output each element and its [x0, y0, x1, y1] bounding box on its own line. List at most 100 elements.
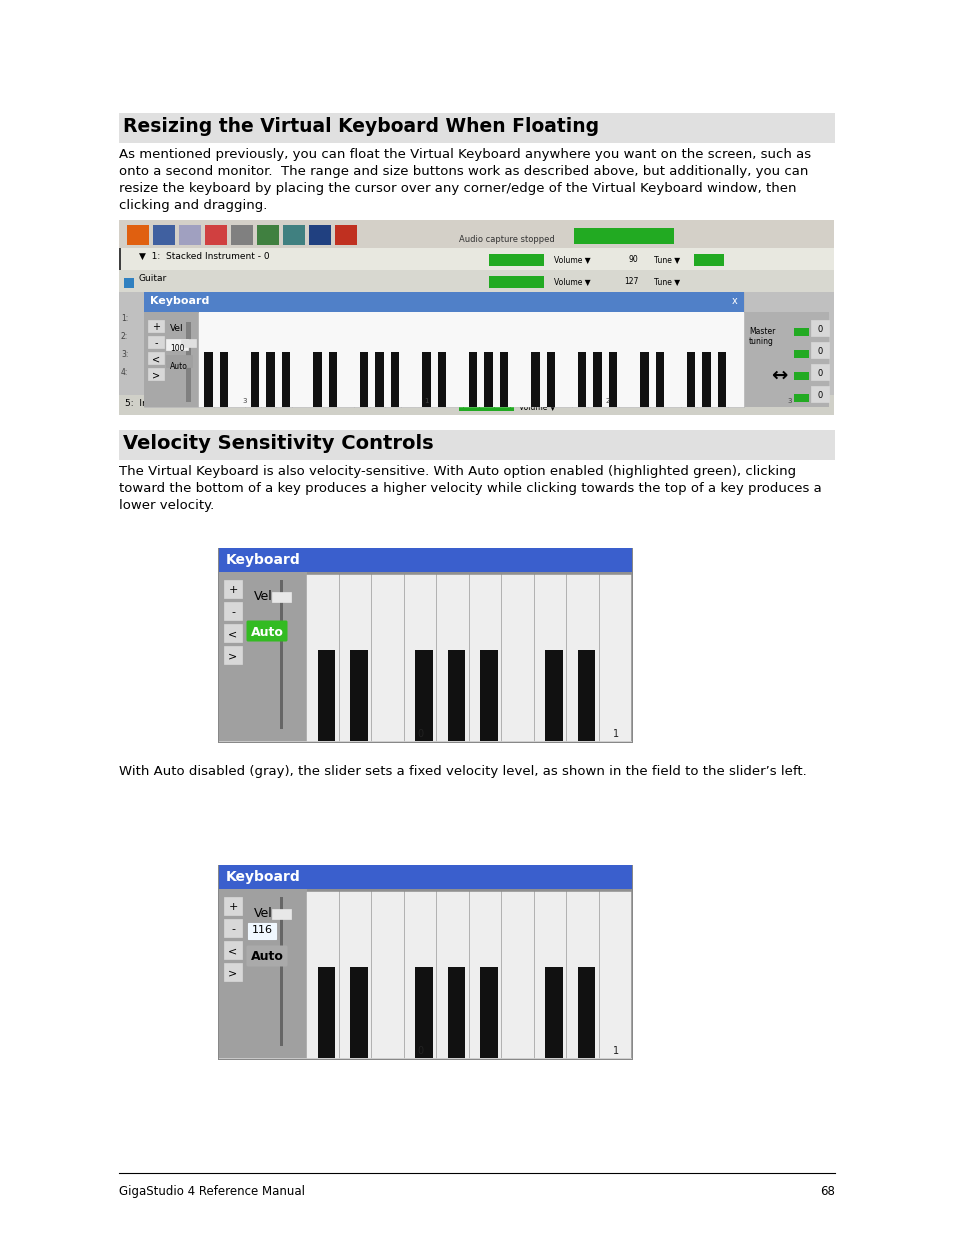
Bar — [224, 919, 242, 937]
Bar — [567, 892, 598, 1058]
Bar — [372, 576, 403, 741]
Bar — [219, 889, 631, 1058]
Bar — [121, 222, 831, 246]
Bar — [280, 897, 283, 1046]
Text: 0: 0 — [817, 347, 821, 356]
Bar — [218, 864, 633, 1060]
Bar — [479, 967, 497, 1058]
Bar — [650, 312, 665, 408]
Bar — [231, 312, 245, 408]
Bar — [593, 352, 601, 406]
Bar — [219, 352, 228, 406]
Text: Keyboard: Keyboard — [150, 296, 209, 306]
Bar — [577, 650, 595, 741]
Bar — [166, 354, 192, 367]
Bar — [531, 352, 539, 406]
Text: 0: 0 — [417, 729, 423, 739]
Bar — [541, 312, 557, 408]
Bar — [204, 352, 213, 406]
Bar — [793, 350, 808, 358]
Text: 90: 90 — [628, 254, 639, 264]
Bar — [272, 909, 291, 919]
Bar — [119, 270, 833, 291]
Text: -: - — [231, 606, 234, 618]
Bar — [256, 225, 278, 245]
Text: ▼  1:  Stacked Instrument - 0: ▼ 1: Stacked Instrument - 0 — [139, 252, 270, 261]
Text: x: x — [731, 296, 737, 306]
Bar — [405, 576, 436, 741]
Text: Vel: Vel — [253, 590, 273, 603]
Bar — [308, 312, 323, 408]
Bar — [313, 352, 321, 406]
Bar — [502, 892, 534, 1058]
Bar — [214, 312, 230, 408]
Bar — [317, 967, 335, 1058]
Bar — [372, 892, 403, 1058]
Text: 1: 1 — [423, 398, 428, 404]
Text: 3:: 3: — [121, 350, 129, 359]
Bar — [728, 312, 742, 408]
Text: Tune ▼: Tune ▼ — [654, 254, 679, 264]
Text: Tune ▼: Tune ▼ — [654, 277, 679, 287]
Bar — [219, 550, 631, 742]
Bar — [573, 312, 587, 408]
Bar — [468, 352, 476, 406]
Bar — [495, 312, 510, 408]
Bar — [277, 312, 292, 408]
Bar — [793, 329, 808, 336]
Bar — [603, 312, 618, 408]
Bar — [557, 312, 572, 408]
Bar — [743, 312, 828, 408]
Text: Audio capture stopped: Audio capture stopped — [458, 235, 554, 245]
Bar — [144, 291, 743, 408]
Bar — [119, 220, 833, 248]
Bar — [401, 312, 416, 408]
Bar — [218, 548, 633, 743]
Bar — [588, 312, 603, 408]
Bar — [309, 225, 331, 245]
Text: -: - — [231, 924, 234, 934]
Bar — [574, 228, 673, 245]
Bar — [293, 312, 307, 408]
Bar — [339, 312, 354, 408]
Bar — [447, 650, 465, 741]
Bar — [713, 312, 727, 408]
Bar — [448, 312, 463, 408]
Text: 127: 127 — [623, 277, 638, 287]
Bar — [655, 352, 663, 406]
Text: 68: 68 — [820, 1186, 834, 1198]
Text: +: + — [152, 322, 160, 332]
Text: As mentioned previously, you can float the Virtual Keyboard anywhere you want on: As mentioned previously, you can float t… — [119, 148, 810, 212]
Bar — [224, 897, 242, 915]
Bar — [280, 580, 283, 729]
Text: Vel: Vel — [170, 324, 183, 333]
Bar — [231, 225, 253, 245]
Bar — [350, 650, 368, 741]
Bar — [510, 312, 525, 408]
Bar — [718, 352, 726, 406]
Text: 1: 1 — [612, 729, 618, 739]
Bar — [535, 892, 566, 1058]
Bar — [199, 312, 213, 408]
Bar — [415, 967, 433, 1058]
Text: 116: 116 — [252, 925, 273, 935]
Text: ↔: ↔ — [770, 366, 786, 384]
Bar — [359, 352, 368, 406]
Bar — [489, 254, 543, 266]
Bar — [458, 399, 514, 411]
Bar — [479, 312, 494, 408]
Text: 4:: 4: — [121, 368, 129, 377]
Bar — [224, 601, 242, 620]
Bar — [266, 352, 274, 406]
Bar — [447, 967, 465, 1058]
Bar — [415, 650, 433, 741]
Text: <: < — [228, 946, 237, 956]
Text: 0: 0 — [817, 368, 821, 378]
Bar — [144, 291, 743, 312]
Bar — [224, 580, 242, 598]
Bar — [148, 368, 164, 380]
Bar — [810, 387, 828, 403]
Bar — [219, 864, 631, 889]
Bar — [693, 254, 723, 266]
Bar — [119, 220, 833, 415]
